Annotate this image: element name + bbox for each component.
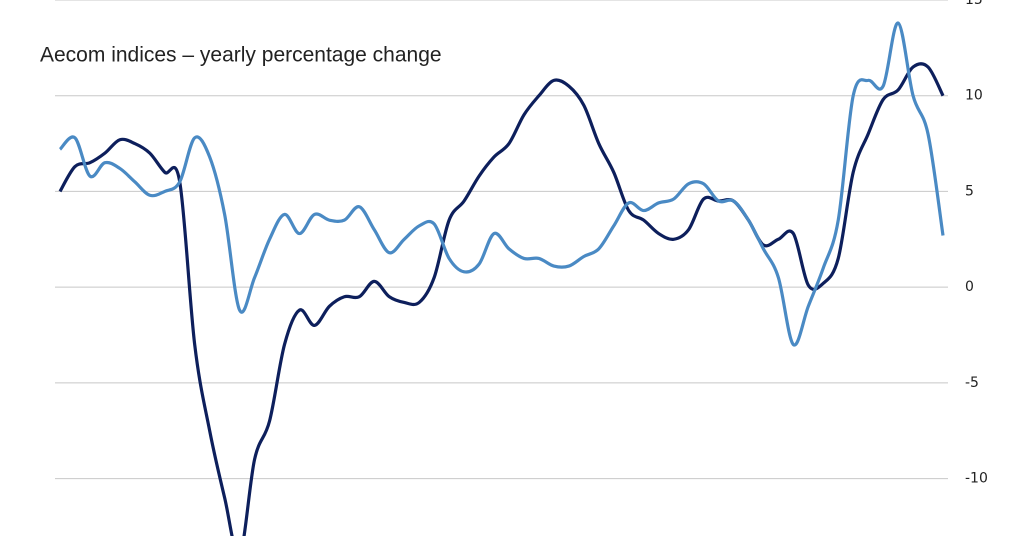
y-tick-label: 0 [965, 279, 974, 295]
line-series [58, 21, 945, 347]
y-tick-label: -5 [965, 375, 979, 391]
y-tick-label: 5 [965, 183, 974, 199]
y-tick-label: -10 [965, 471, 988, 487]
y-tick-label: 10 [965, 88, 983, 104]
chart-title: Aecom indices – yearly percentage change [40, 44, 442, 67]
y-tick-label: 15 [965, 0, 983, 8]
line-series [58, 62, 945, 536]
